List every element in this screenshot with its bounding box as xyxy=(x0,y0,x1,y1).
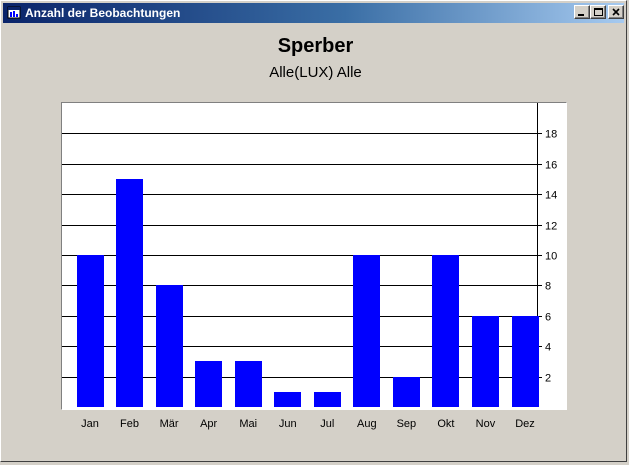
bar-apr xyxy=(195,361,222,407)
bar-jul xyxy=(314,392,341,407)
bar-aug xyxy=(353,255,380,407)
y-tick-label: 10 xyxy=(545,251,557,263)
x-tick-label: Jun xyxy=(279,418,297,430)
y-tick-label: 8 xyxy=(545,281,551,293)
x-tick-label: Feb xyxy=(120,418,139,430)
bar-okt xyxy=(432,255,459,407)
y-tick-label: 18 xyxy=(545,129,557,141)
x-tick-label: Sep xyxy=(397,418,417,430)
y-tick-label: 6 xyxy=(545,312,551,324)
bar-feb xyxy=(116,179,143,407)
x-tick-label: Dez xyxy=(515,418,535,430)
x-tick-label: Aug xyxy=(357,418,377,430)
x-tick-label: Jul xyxy=(320,418,334,430)
chart-title: Sperber xyxy=(277,35,354,57)
x-tick-label: Jan xyxy=(81,418,99,430)
title-bar[interactable]: Anzahl der Beobachtungen xyxy=(3,3,624,23)
bar-dez xyxy=(512,316,539,407)
y-tick-label: 4 xyxy=(545,342,551,354)
x-tick-label: Okt xyxy=(437,418,454,430)
minimize-button[interactable] xyxy=(574,5,590,19)
y-tick-label: 12 xyxy=(545,221,557,233)
x-tick-label: Mai xyxy=(239,418,257,430)
x-tick-label: Nov xyxy=(476,418,496,430)
chart-subtitle: Alle(LUX) Alle xyxy=(269,64,362,81)
window-title: Anzahl der Beobachtungen xyxy=(25,6,181,20)
app-icon[interactable] xyxy=(7,6,21,19)
y-tick-label: 2 xyxy=(545,373,551,385)
bar-nov xyxy=(472,316,499,407)
bar-jun xyxy=(274,392,301,407)
bar-jan xyxy=(77,255,104,407)
maximize-icon xyxy=(594,8,603,16)
close-icon xyxy=(612,8,620,16)
x-tick-label: Mär xyxy=(160,418,179,430)
bar-sep xyxy=(393,377,420,407)
y-tick-label: 14 xyxy=(545,190,557,202)
maximize-button[interactable] xyxy=(590,5,606,19)
bar-mär xyxy=(156,285,183,407)
x-tick-label: Apr xyxy=(200,418,217,430)
y-tick-label: 16 xyxy=(545,160,557,172)
bar-mai xyxy=(235,361,262,407)
close-button[interactable] xyxy=(608,5,624,19)
minimize-icon xyxy=(578,14,584,16)
